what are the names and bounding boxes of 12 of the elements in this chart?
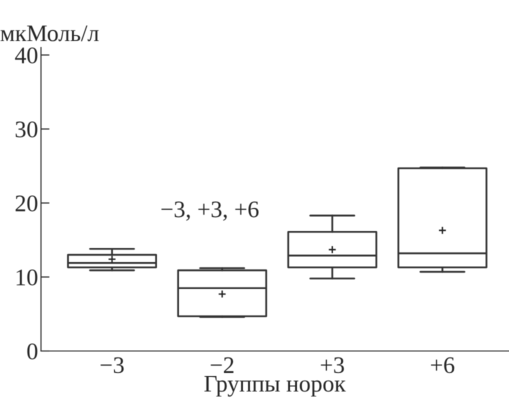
- y-tick-label: 40: [15, 47, 38, 64]
- y-tick-label: 0: [27, 343, 38, 360]
- x-tick-label: +6: [431, 357, 454, 374]
- y-tick-label: 30: [16, 121, 38, 138]
- x-tick-label: −2: [210, 357, 234, 373]
- y-tick-label: 10: [16, 269, 38, 286]
- x-axis-title: Группы норок: [204, 376, 346, 397]
- y-axis-title: мкМоль/л: [0, 25, 99, 42]
- x-tick-label: −3: [100, 357, 124, 374]
- annotation: −3, +3, +6: [161, 201, 259, 221]
- y-tick-label: 20: [16, 195, 38, 212]
- x-tick-label: +3: [320, 357, 344, 374]
